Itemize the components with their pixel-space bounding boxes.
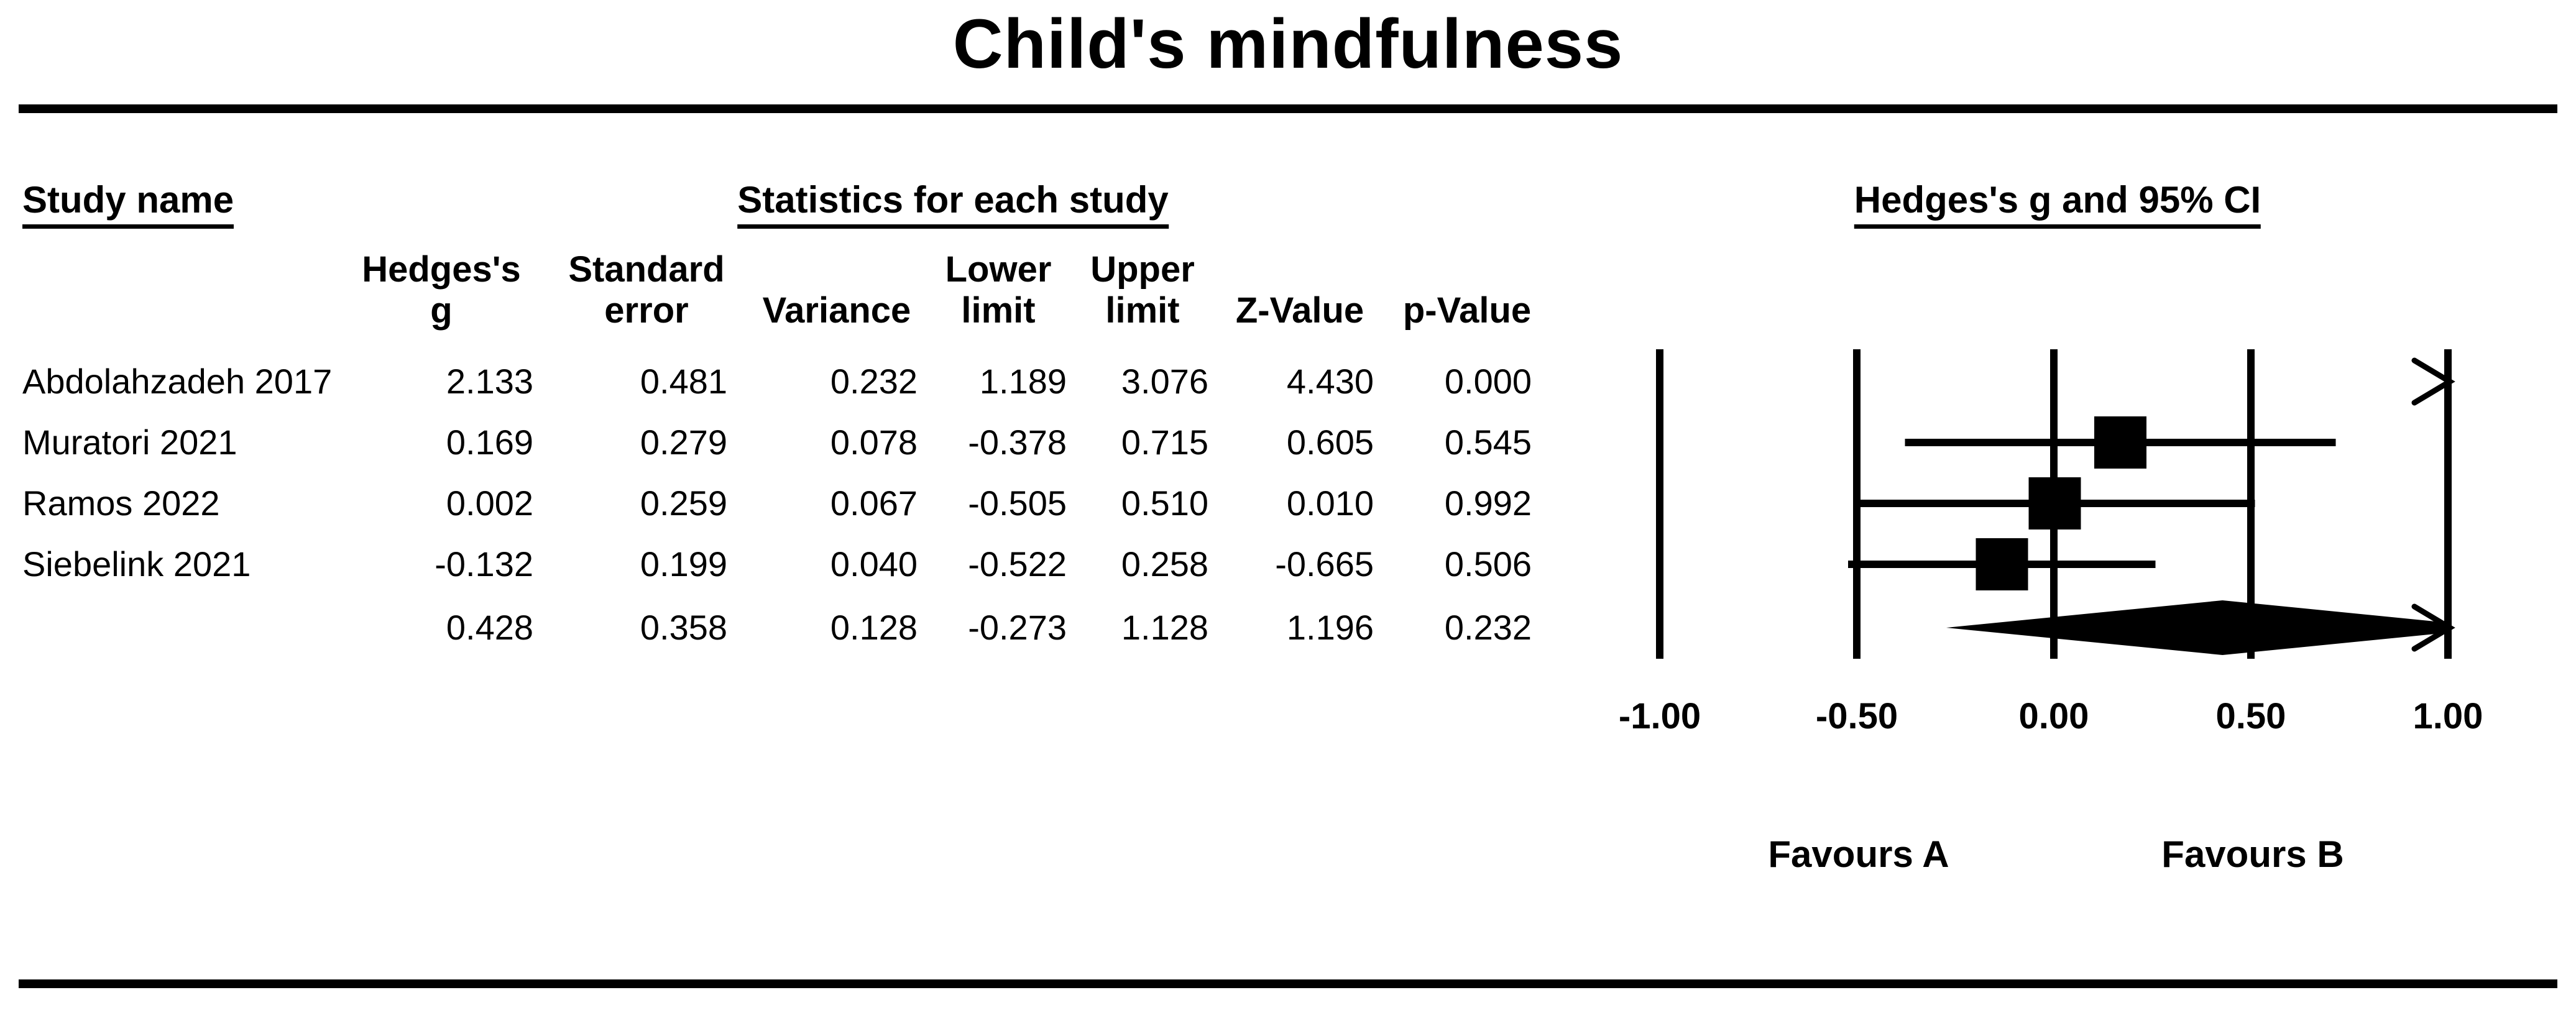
cell-upper-limit: 0.510	[1121, 484, 1208, 523]
column-header: Z-Value	[1235, 290, 1364, 331]
forest-gridline	[2444, 349, 2452, 659]
cell-z-value: 4.430	[1286, 362, 1374, 401]
study-name-section-header: Study name	[22, 178, 234, 229]
cell-study-name: Siebelink 2021	[22, 544, 251, 584]
cell-standard-error: 0.358	[640, 608, 727, 647]
axis-tick-label: 0.50	[2215, 696, 2286, 736]
cell-variance: 0.040	[830, 544, 918, 584]
cell-standard-error: 0.481	[640, 362, 727, 401]
summary-diamond	[1946, 600, 2448, 655]
ci-section-header: Hedges's g and 95% CI	[1854, 178, 2261, 229]
cell-hedges-g: 0.169	[446, 423, 533, 462]
column-header: Variance	[762, 290, 911, 331]
cell-lower-limit: -0.273	[968, 608, 1067, 647]
cell-standard-error: 0.279	[640, 423, 727, 462]
statistics-section-header: Statistics for each study	[737, 178, 1169, 229]
cell-study-name: Ramos 2022	[22, 484, 220, 523]
offscale-right-arrow-icon	[2411, 357, 2455, 406]
point-estimate-square	[2028, 477, 2081, 529]
cell-z-value: 0.010	[1286, 484, 1374, 523]
column-header: Hedges's g	[362, 249, 521, 331]
table-row: Ramos 2022 0.002 0.259 0.067 -0.505 0.51…	[0, 483, 1616, 524]
forest-gridline	[1656, 349, 1663, 659]
column-header: Standard error	[568, 249, 725, 331]
point-estimate-square	[2094, 416, 2147, 469]
cell-p-value: 0.545	[1444, 423, 1532, 462]
table-row: Muratori 2021 0.169 0.279 0.078 -0.378 0…	[0, 422, 1616, 463]
summary-right-arrow-icon	[2411, 603, 2455, 652]
cell-z-value: -0.665	[1275, 544, 1374, 584]
favours-b-label: Favours B	[2161, 833, 2344, 875]
cell-z-value: 1.196	[1286, 608, 1374, 647]
cell-z-value: 0.605	[1286, 423, 1374, 462]
cell-lower-limit: 1.189	[979, 362, 1067, 401]
point-estimate-square	[1976, 538, 2028, 590]
cell-upper-limit: 1.128	[1121, 608, 1208, 647]
axis-tick-label: -1.00	[1618, 696, 1701, 736]
cell-p-value: 0.000	[1444, 362, 1532, 401]
cell-upper-limit: 0.258	[1121, 544, 1208, 584]
cell-lower-limit: -0.522	[968, 544, 1067, 584]
column-header: Upper limit	[1090, 249, 1195, 331]
cell-upper-limit: 3.076	[1121, 362, 1208, 401]
cell-lower-limit: -0.378	[968, 423, 1067, 462]
bottom-divider	[19, 979, 2557, 988]
cell-upper-limit: 0.715	[1121, 423, 1208, 462]
column-header: p-Value	[1402, 290, 1532, 331]
axis-tick-label: 0.00	[2018, 696, 2089, 736]
cell-hedges-g: 2.133	[446, 362, 533, 401]
top-divider	[19, 104, 2557, 113]
table-row: Siebelink 2021 -0.132 0.199 0.040 -0.522…	[0, 544, 1616, 585]
cell-standard-error: 0.199	[640, 544, 727, 584]
cell-p-value: 0.992	[1444, 484, 1532, 523]
axis-tick-label: -0.50	[1815, 696, 1898, 736]
cell-variance: 0.128	[830, 608, 918, 647]
table-row: Abdolahzadeh 2017 2.133 0.481 0.232 1.18…	[0, 361, 1616, 402]
figure-title: Child's mindfulness	[952, 5, 1624, 83]
cell-hedges-g: 0.428	[446, 608, 533, 647]
cell-hedges-g: -0.132	[435, 544, 533, 584]
axis-tick-label: 1.00	[2413, 696, 2483, 736]
column-header: Lower limit	[945, 249, 1052, 331]
cell-variance: 0.067	[830, 484, 918, 523]
cell-p-value: 0.506	[1444, 544, 1532, 584]
cell-study-name: Muratori 2021	[22, 423, 237, 462]
cell-standard-error: 0.259	[640, 484, 727, 523]
table-row: 0.428 0.358 0.128 -0.273 1.128 1.196 0.2…	[0, 607, 1616, 648]
favours-a-label: Favours A	[1768, 833, 1949, 875]
cell-p-value: 0.232	[1444, 608, 1532, 647]
cell-study-name: Abdolahzadeh 2017	[22, 362, 333, 401]
cell-lower-limit: -0.505	[968, 484, 1067, 523]
cell-variance: 0.078	[830, 423, 918, 462]
cell-variance: 0.232	[830, 362, 918, 401]
cell-hedges-g: 0.002	[446, 484, 533, 523]
